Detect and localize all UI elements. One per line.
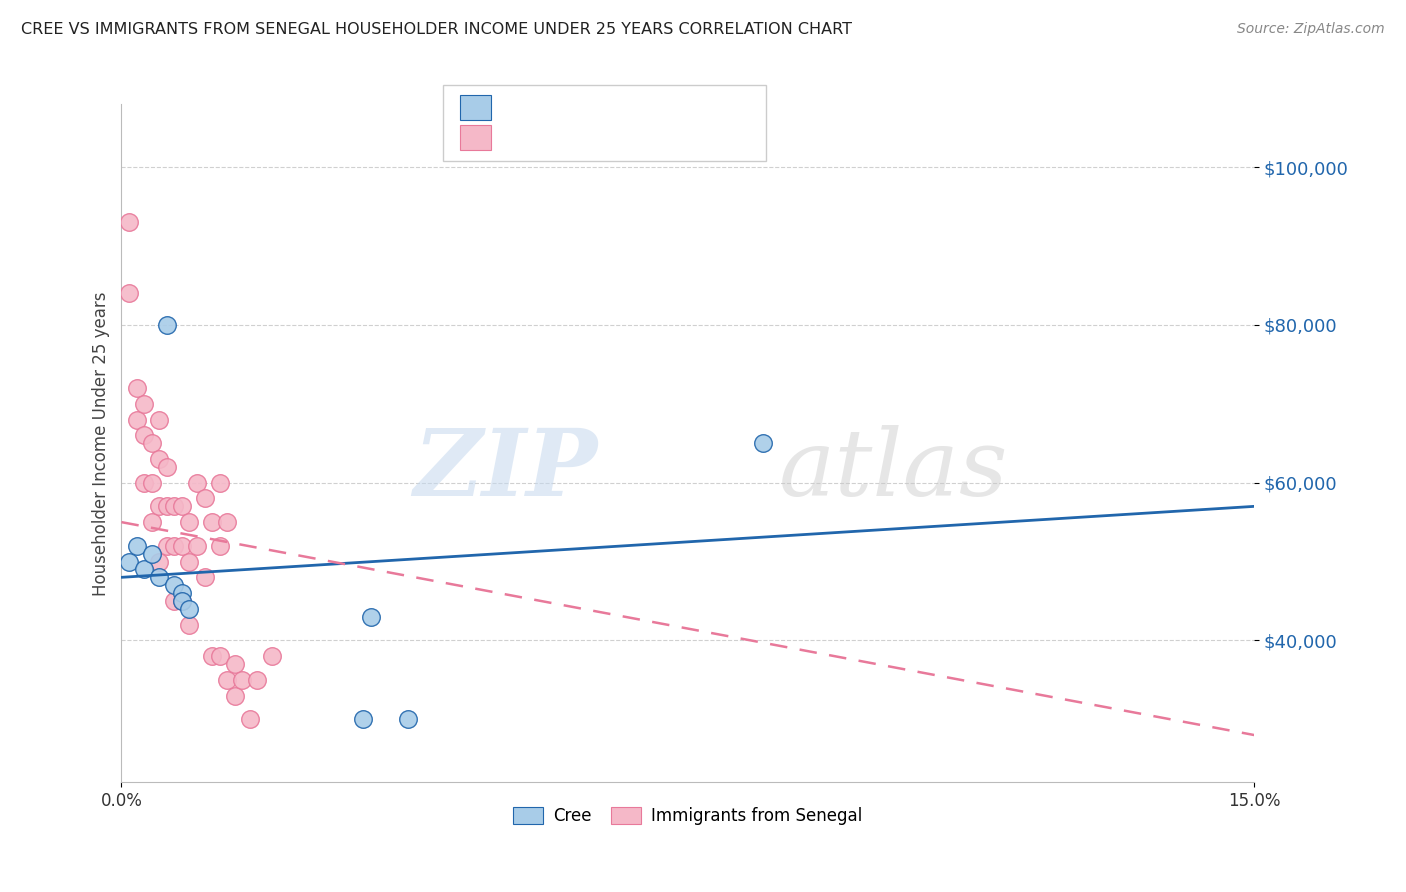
Point (360, 609, 382, 624)
Point (118, 286, 141, 301)
Point (246, 673, 269, 687)
Text: R =: R = (502, 94, 541, 112)
Point (208, 649, 231, 664)
Point (224, 657, 246, 671)
Point (170, 594, 193, 608)
Point (118, 215, 141, 229)
Point (118, 555, 141, 569)
Text: N =: N = (607, 94, 659, 112)
Point (125, 381, 148, 395)
Point (125, 539, 148, 553)
Point (132, 428, 155, 442)
Point (179, 602, 201, 616)
Text: Source: ZipAtlas.com: Source: ZipAtlas.com (1237, 22, 1385, 37)
Point (170, 500, 193, 514)
Point (262, 649, 284, 664)
Point (132, 475, 155, 490)
Point (156, 539, 179, 553)
Point (163, 539, 186, 553)
Point (224, 689, 246, 703)
Point (186, 539, 208, 553)
Text: 14: 14 (654, 94, 679, 112)
Point (179, 515, 201, 529)
Point (170, 539, 193, 553)
Point (201, 515, 224, 529)
Point (179, 555, 201, 569)
Point (141, 547, 163, 561)
Point (752, 436, 775, 450)
Point (156, 459, 179, 474)
Point (170, 586, 193, 600)
Point (231, 673, 253, 687)
Point (141, 475, 163, 490)
Text: N =: N = (607, 124, 659, 142)
Text: ZIP: ZIP (413, 425, 598, 516)
Point (141, 515, 163, 529)
Point (217, 673, 239, 687)
Point (352, 712, 374, 726)
Point (148, 570, 170, 584)
Point (179, 617, 201, 632)
Text: 43: 43 (654, 124, 679, 142)
Point (132, 562, 155, 576)
Point (201, 649, 224, 664)
Text: R =: R = (502, 124, 541, 142)
Point (148, 555, 170, 569)
Point (186, 475, 208, 490)
Point (217, 515, 239, 529)
Point (193, 491, 215, 506)
Text: CREE VS IMMIGRANTS FROM SENEGAL HOUSEHOLDER INCOME UNDER 25 YEARS CORRELATION CH: CREE VS IMMIGRANTS FROM SENEGAL HOUSEHOL… (21, 22, 852, 37)
Point (170, 594, 193, 608)
Point (208, 475, 231, 490)
Point (156, 500, 179, 514)
Point (396, 712, 419, 726)
Point (148, 412, 170, 426)
Point (148, 500, 170, 514)
Text: -0.125: -0.125 (540, 124, 605, 142)
Text: atlas: atlas (779, 425, 1008, 516)
Point (163, 594, 186, 608)
Point (239, 712, 262, 726)
Point (148, 452, 170, 467)
Point (193, 570, 215, 584)
Point (156, 318, 179, 332)
Text: 0.130: 0.130 (540, 94, 603, 112)
Point (163, 578, 186, 592)
Point (208, 539, 231, 553)
Point (125, 412, 148, 426)
Y-axis label: Householder Income Under 25 years: Householder Income Under 25 years (93, 291, 110, 596)
Point (163, 500, 186, 514)
Point (132, 397, 155, 411)
Legend: Cree, Immigrants from Senegal: Cree, Immigrants from Senegal (506, 800, 869, 831)
Point (141, 436, 163, 450)
